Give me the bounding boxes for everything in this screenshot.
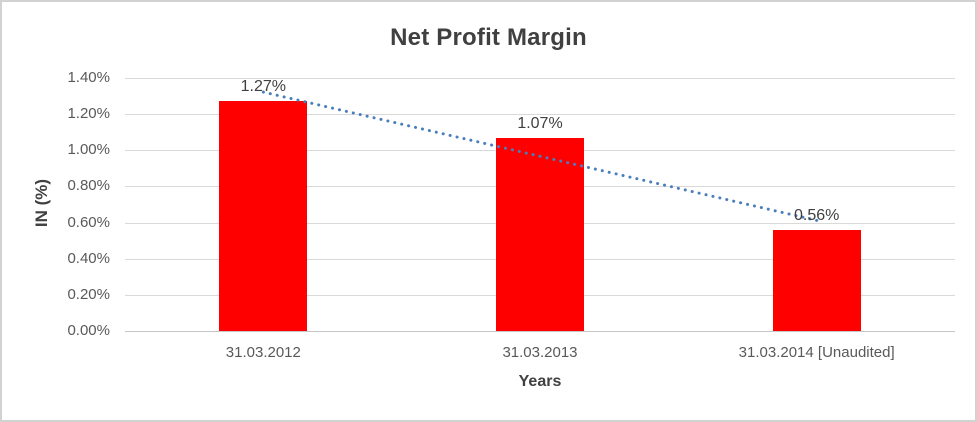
x-tick-label: 31.03.2013 [502, 344, 578, 361]
y-tick-label: 0.60% [67, 213, 110, 231]
y-tick-label: 1.40% [67, 69, 110, 86]
y-tick-label: 0.80% [67, 177, 110, 195]
y-tick-label: 1.00% [67, 141, 110, 159]
x-tick-label: 31.03.2012 [225, 344, 301, 361]
x-tick-label: 31.03.2014 [Unaudited] [738, 344, 895, 361]
y-tick-label: 0.00% [67, 322, 110, 339]
bar-31.03.2014 [Unaudited] [772, 229, 861, 331]
y-tick-label: 0.20% [67, 285, 110, 303]
gridline [125, 331, 955, 332]
data-label: 1.07% [517, 114, 563, 132]
data-label: 0.56% [793, 206, 840, 224]
chart-title: Net Profit Margin [390, 24, 587, 51]
x-axis-title: Years [518, 373, 562, 390]
y-tick-label: 1.20% [67, 105, 110, 123]
bar-31.03.2012 [219, 101, 308, 331]
gridline [125, 78, 955, 79]
y-tick-label: 0.40% [67, 249, 110, 267]
data-label: 1.27% [240, 78, 287, 96]
bar-31.03.2013 [496, 137, 584, 331]
